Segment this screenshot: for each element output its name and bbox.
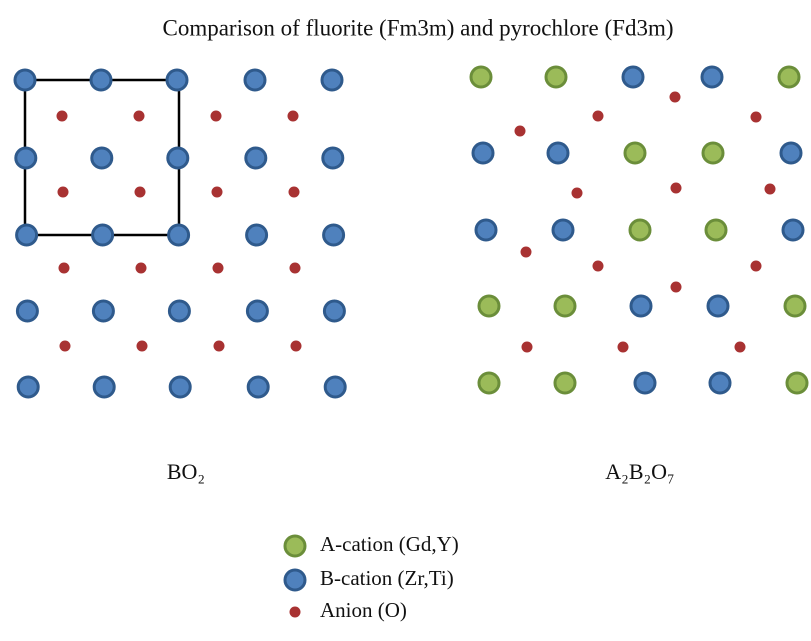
b-cation <box>13 68 37 92</box>
anion <box>210 110 222 122</box>
b-cation <box>629 294 653 318</box>
b-cation <box>471 141 495 165</box>
b-cation <box>92 375 116 399</box>
anion <box>520 246 532 258</box>
b-cation <box>246 375 270 399</box>
anion <box>670 182 682 194</box>
anion <box>287 110 299 122</box>
b-cation <box>700 65 724 89</box>
b-cation <box>633 371 657 395</box>
a-cation <box>783 294 807 318</box>
a-cation <box>469 65 493 89</box>
anion <box>56 110 68 122</box>
b-cation <box>14 146 38 170</box>
atoms <box>13 65 809 399</box>
b-cation <box>16 375 40 399</box>
a-cation <box>544 65 568 89</box>
b-cation <box>91 299 115 323</box>
b-cation <box>320 68 344 92</box>
b-cation <box>168 375 192 399</box>
legend-a-icon <box>283 534 307 558</box>
b-cation <box>321 146 345 170</box>
anion <box>734 341 746 353</box>
b-cation <box>15 223 39 247</box>
b-cation <box>546 141 570 165</box>
legend-a: A-cation (Gd,Y) <box>320 532 459 556</box>
anion <box>59 340 71 352</box>
a-cation <box>785 371 809 395</box>
anion <box>290 340 302 352</box>
b-cation <box>621 65 645 89</box>
anion <box>750 260 762 272</box>
anion <box>213 340 225 352</box>
anion <box>669 91 681 103</box>
anion <box>592 110 604 122</box>
anion <box>212 262 224 274</box>
anion <box>750 111 762 123</box>
b-cation <box>322 299 346 323</box>
b-cation <box>244 146 268 170</box>
b-cation <box>243 68 267 92</box>
b-cation <box>245 223 269 247</box>
b-cation <box>474 218 498 242</box>
a-cation <box>704 218 728 242</box>
b-cation <box>551 218 575 242</box>
anion <box>764 183 776 195</box>
b-cation <box>166 146 190 170</box>
anion <box>288 186 300 198</box>
legend-b-icon <box>283 568 307 592</box>
b-cation <box>245 299 269 323</box>
a-cation <box>701 141 725 165</box>
a-cation <box>553 294 577 318</box>
a-cation <box>628 218 652 242</box>
b-cation <box>781 218 805 242</box>
b-cation <box>165 68 189 92</box>
anion <box>57 186 69 198</box>
anion <box>136 340 148 352</box>
anion <box>571 187 583 199</box>
anion <box>289 262 301 274</box>
legend-b: B-cation (Zr,Ti) <box>320 566 454 590</box>
title: Comparison of fluorite (Fm3m) and pyroch… <box>162 15 673 40</box>
b-cation <box>322 223 346 247</box>
legend-anion-icon <box>289 606 301 618</box>
anion <box>211 186 223 198</box>
right-label: A₂B₂O₇ <box>605 459 674 484</box>
a-cation <box>477 294 501 318</box>
anion <box>133 110 145 122</box>
anion <box>617 341 629 353</box>
left-label: BO₂ <box>167 459 205 484</box>
a-cation <box>777 65 801 89</box>
b-cation <box>706 294 730 318</box>
legend-anion: Anion (O) <box>320 598 407 622</box>
b-cation <box>167 299 191 323</box>
anion <box>58 262 70 274</box>
anion <box>514 125 526 137</box>
b-cation <box>89 68 113 92</box>
anion <box>592 260 604 272</box>
anion <box>521 341 533 353</box>
a-cation <box>477 371 501 395</box>
b-cation <box>15 299 39 323</box>
b-cation <box>91 223 115 247</box>
anion <box>670 281 682 293</box>
b-cation <box>708 371 732 395</box>
b-cation <box>779 141 803 165</box>
b-cation <box>90 146 114 170</box>
b-cation <box>167 223 191 247</box>
anion <box>134 186 146 198</box>
a-cation <box>553 371 577 395</box>
anion <box>135 262 147 274</box>
a-cation <box>623 141 647 165</box>
b-cation <box>323 375 347 399</box>
